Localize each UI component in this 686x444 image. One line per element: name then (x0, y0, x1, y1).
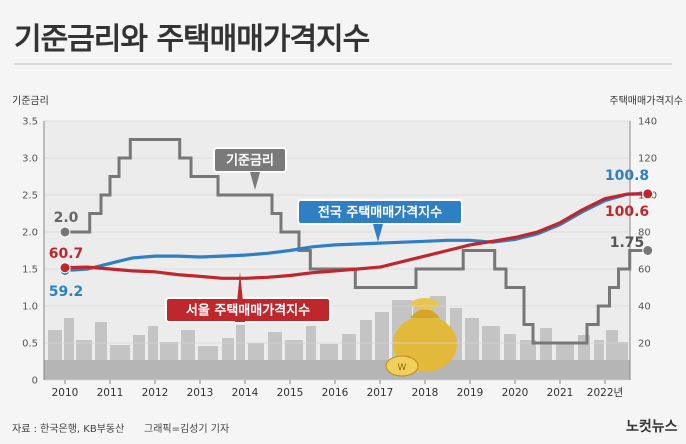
y-left-tick-label: 2.0 (22, 228, 38, 239)
x-tick-label: 2013 (187, 387, 214, 399)
y-right-tick-label: 40 (638, 302, 651, 313)
national-index-callout-pointer (373, 224, 383, 242)
base-rate-end-point (642, 245, 654, 256)
data-label: 1.75 (610, 235, 645, 251)
brand-logo: 노컷뉴스 (626, 419, 678, 435)
y-left-tick-label: 3.5 (22, 117, 38, 128)
money-bag-top (411, 298, 439, 310)
x-tick-label: 2019 (457, 387, 484, 399)
y-right-tick-label: 20 (638, 339, 651, 350)
money-bag-icon: W (385, 298, 457, 377)
y-left-axis-label: 기준금리 (12, 95, 49, 107)
y-left-tick-label: 1.5 (22, 265, 38, 276)
ground-strip (44, 360, 630, 380)
x-tick-label: 2021 (547, 387, 574, 399)
data-label: 100.6 (605, 204, 649, 220)
x-tick-label: 2015 (277, 387, 304, 399)
gold-coin (385, 355, 419, 377)
base-rate-line (65, 138, 648, 345)
national-index-callout: 전국 주택매매가격지수 (297, 199, 463, 242)
x-tick-label: 2022년 (587, 387, 623, 399)
base-rate-start-point (59, 226, 71, 238)
base-rate-callout-label: 기준금리 (226, 153, 274, 169)
y-left-tick-label: 3.0 (22, 154, 38, 165)
x-tick-label: 2011 (97, 387, 124, 399)
base-rate-callout-pointer (250, 172, 260, 190)
x-tick-label: 2017 (367, 387, 394, 399)
national-index-line (64, 191, 648, 273)
building (236, 325, 245, 380)
y-right-tick-label: 140 (638, 117, 657, 128)
y-left-tick-label: 0 (32, 376, 38, 387)
x-tick-label: 2020 (502, 387, 529, 399)
seoul-index-end-point (642, 188, 654, 200)
building (306, 326, 316, 380)
y-left-tick-label: 2.5 (22, 191, 38, 202)
data-label: 60.7 (49, 246, 84, 262)
y-left-tick-label: 1.0 (22, 302, 38, 313)
page-title: 기준금리와 주택매매가격지수 (14, 22, 370, 57)
seoul-index-callout-label: 서울 주택매매가격지수 (186, 303, 310, 319)
y-right-tick-label: 120 (638, 154, 657, 165)
x-tick-label: 2018 (412, 387, 439, 399)
y-right-tick-label: 60 (638, 265, 651, 276)
seoul-index-callout: 서울 주택매매가격지수 (165, 272, 331, 323)
x-tick-label: 2014 (232, 387, 259, 399)
building (64, 318, 74, 380)
seoul-index-start-point (59, 262, 71, 274)
x-tick-label: 2016 (322, 387, 349, 399)
x-tick-label: 2010 (52, 387, 79, 399)
seoul-index-line (64, 192, 648, 280)
source-note: 자료 : 한국은행, KB부동산 (12, 424, 125, 435)
y-right-tick-label: 80 (638, 228, 651, 239)
data-label: 59.2 (49, 284, 84, 300)
y-right-axis-label: 주택매매가격지수 (609, 94, 683, 107)
building (148, 326, 158, 380)
seoul-index-callout-box (165, 297, 331, 323)
graphic-credit: 그래픽=김성기 기자 (144, 424, 230, 435)
seoul-index-callout-pointer (235, 272, 245, 322)
x-tick-label: 2012 (142, 387, 169, 399)
money-bag-knot (410, 309, 440, 318)
national-index-callout-label: 전국 주택매매가격지수 (318, 205, 442, 221)
coin-symbol: W (398, 363, 407, 373)
y-left-tick-label: 0.5 (22, 339, 38, 350)
data-label: 2.0 (54, 210, 79, 226)
data-label: 100.8 (605, 168, 649, 184)
base-rate-callout: 기준금리 (213, 147, 287, 190)
